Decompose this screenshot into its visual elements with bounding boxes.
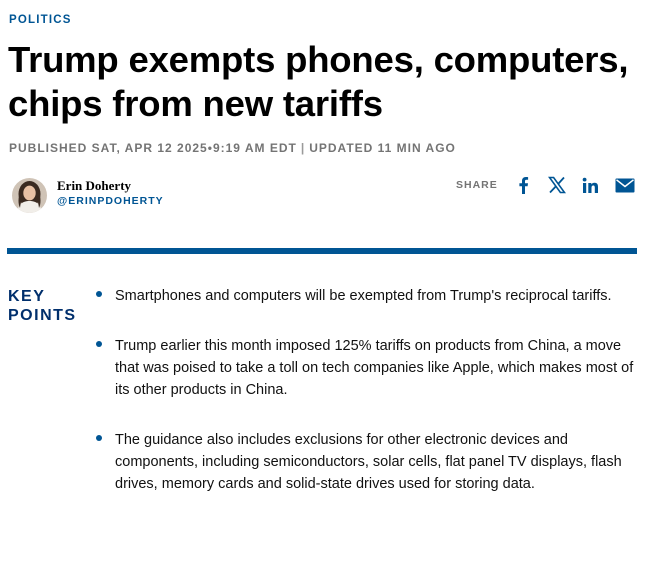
author-handle[interactable]: @ERINPDOHERTY [57,195,164,207]
share-label: SHARE [456,179,498,191]
key-points-heading-line-2: POINTS [8,307,77,324]
share-bar: SHARE [456,174,636,196]
published-time: 9:19 AM EDT [212,141,297,155]
x-icon[interactable] [546,174,568,196]
key-points-list: Smartphones and computers will be exempt… [96,285,636,523]
key-point-item: Trump earlier this month imposed 125% ta… [96,335,636,401]
facebook-icon[interactable] [512,174,534,196]
key-point-item: Smartphones and computers will be exempt… [96,285,636,307]
article-headline: Trump exempts phones, computers, chips f… [8,38,666,126]
linkedin-icon[interactable] [580,174,602,196]
article-timestamp: PUBLISHED SAT, APR 12 2025•9:19 AM EDT | U… [9,141,456,155]
author-name[interactable]: Erin Doherty [57,178,132,193]
email-icon[interactable] [614,174,636,196]
key-point-item: The guidance also includes exclusions fo… [96,429,636,495]
author-avatar[interactable] [12,178,47,213]
section-link-politics[interactable]: POLITICS [9,14,72,26]
headline-line-2: chips from new tariffs [8,83,383,124]
published-date: PUBLISHED SAT, APR 12 2025 [9,141,208,155]
headline-line-1: Trump exempts phones, computers, [8,39,629,80]
timestamp-separator: | [300,141,306,155]
key-points-heading-line-1: KEY [8,288,46,305]
updated-time: UPDATED 11 MIN AGO [309,141,456,155]
timestamp-dot: • [207,141,213,155]
key-points-heading: KEY POINTS [8,287,77,325]
section-divider [7,248,637,254]
